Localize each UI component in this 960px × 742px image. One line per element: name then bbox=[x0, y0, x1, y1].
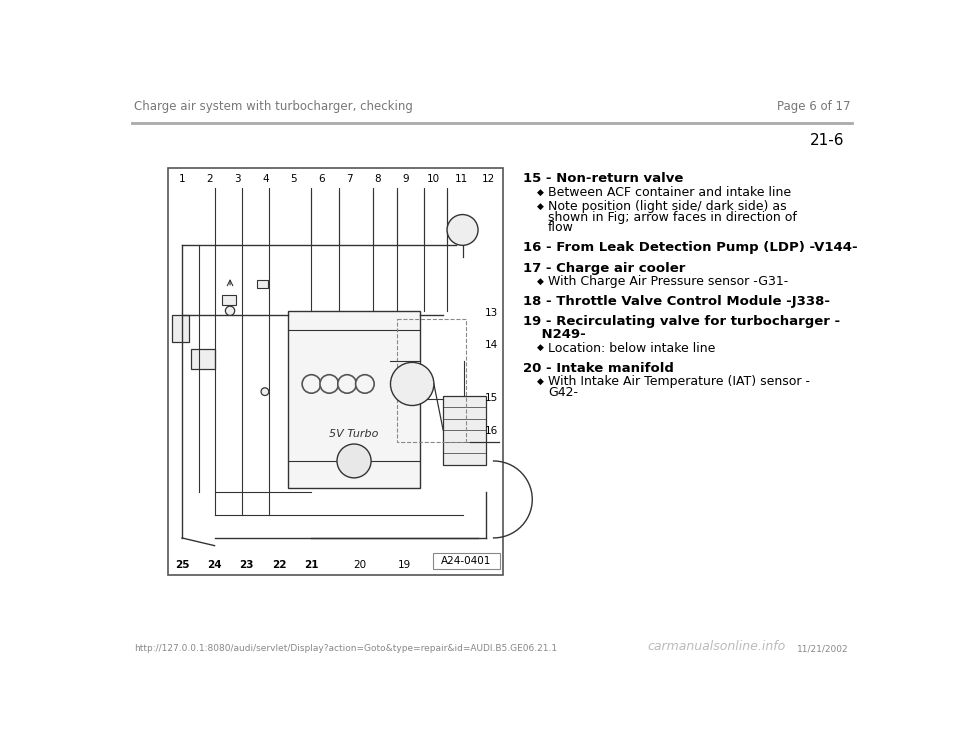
Text: 21-6: 21-6 bbox=[810, 133, 845, 148]
Text: 14: 14 bbox=[485, 340, 498, 350]
Text: With Charge Air Pressure sensor -G31-: With Charge Air Pressure sensor -G31- bbox=[548, 275, 788, 289]
Text: 16: 16 bbox=[485, 426, 498, 436]
Text: 15 - Non-return valve: 15 - Non-return valve bbox=[523, 172, 684, 186]
Text: Location: below intake line: Location: below intake line bbox=[548, 341, 715, 355]
Text: 18 - Throttle Valve Control Module -J338-: 18 - Throttle Valve Control Module -J338… bbox=[523, 295, 830, 309]
Text: Between ACF container and intake line: Between ACF container and intake line bbox=[548, 186, 791, 199]
Text: 24: 24 bbox=[207, 560, 222, 570]
Bar bbox=[223, 295, 236, 305]
Text: carmanualsonline.info: carmanualsonline.info bbox=[648, 640, 786, 654]
Text: 10: 10 bbox=[426, 174, 440, 184]
Text: 9: 9 bbox=[402, 174, 409, 184]
Circle shape bbox=[447, 214, 478, 246]
Bar bbox=[172, 315, 189, 341]
Text: shown in Fig; arrow faces in direction of: shown in Fig; arrow faces in direction o… bbox=[548, 211, 797, 223]
Text: 5: 5 bbox=[290, 174, 297, 184]
Text: G42-: G42- bbox=[548, 387, 578, 399]
Circle shape bbox=[391, 362, 434, 406]
Text: 3: 3 bbox=[234, 174, 241, 184]
Text: 7: 7 bbox=[347, 174, 352, 184]
Text: ◆: ◆ bbox=[537, 343, 543, 352]
Circle shape bbox=[320, 375, 339, 393]
Bar bbox=[444, 395, 486, 464]
Text: 16 - From Leak Detection Pump (LDP) -V144-: 16 - From Leak Detection Pump (LDP) -V14… bbox=[523, 241, 857, 255]
Text: 17: 17 bbox=[487, 560, 500, 570]
Text: 13: 13 bbox=[485, 308, 498, 318]
Text: 23: 23 bbox=[239, 560, 254, 570]
Circle shape bbox=[302, 375, 321, 393]
Text: 2: 2 bbox=[206, 174, 213, 184]
Text: Page 6 of 17: Page 6 of 17 bbox=[777, 100, 850, 113]
Text: 15: 15 bbox=[485, 393, 498, 403]
Text: With Intake Air Temperature (IAT) sensor -: With Intake Air Temperature (IAT) sensor… bbox=[548, 375, 810, 389]
Text: ◆: ◆ bbox=[537, 188, 543, 197]
Bar bbox=[257, 280, 268, 288]
Text: N249-: N249- bbox=[523, 328, 586, 341]
Text: 21: 21 bbox=[304, 560, 319, 570]
Text: 18: 18 bbox=[443, 560, 456, 570]
Circle shape bbox=[261, 388, 269, 395]
Text: 12: 12 bbox=[482, 174, 495, 184]
Bar bbox=[288, 311, 420, 488]
Bar bbox=[396, 318, 467, 441]
Bar bbox=[168, 168, 503, 575]
Bar bbox=[191, 349, 214, 369]
Circle shape bbox=[337, 444, 372, 478]
Text: 22: 22 bbox=[272, 560, 286, 570]
Text: ◆: ◆ bbox=[537, 202, 543, 211]
Text: 25: 25 bbox=[175, 560, 189, 570]
Bar bbox=[433, 554, 500, 569]
Text: 11: 11 bbox=[454, 174, 468, 184]
Text: A24-0401: A24-0401 bbox=[442, 556, 492, 566]
Text: Charge air system with turbocharger, checking: Charge air system with turbocharger, che… bbox=[134, 100, 413, 113]
Text: 6: 6 bbox=[318, 174, 324, 184]
Text: 5V Turbo: 5V Turbo bbox=[329, 429, 379, 439]
Circle shape bbox=[355, 375, 374, 393]
Text: Note position (light side/ dark side) as: Note position (light side/ dark side) as bbox=[548, 200, 786, 213]
Text: 19 - Recirculating valve for turbocharger -: 19 - Recirculating valve for turbocharge… bbox=[523, 315, 840, 329]
Text: flow: flow bbox=[548, 221, 574, 234]
Text: 20 - Intake manifold: 20 - Intake manifold bbox=[523, 361, 674, 375]
Text: 19: 19 bbox=[398, 560, 411, 570]
Circle shape bbox=[338, 375, 356, 393]
Text: 11/21/2002: 11/21/2002 bbox=[797, 645, 849, 654]
Circle shape bbox=[226, 306, 234, 315]
Text: ◆: ◆ bbox=[537, 277, 543, 286]
Text: 20: 20 bbox=[353, 560, 367, 570]
Text: 17 - Charge air cooler: 17 - Charge air cooler bbox=[523, 261, 685, 275]
Text: http://127.0.0.1:8080/audi/servlet/Display?action=Goto&type=repair&id=AUDI.B5.GE: http://127.0.0.1:8080/audi/servlet/Displ… bbox=[134, 645, 557, 654]
Text: ◆: ◆ bbox=[537, 377, 543, 386]
Text: 4: 4 bbox=[262, 174, 269, 184]
Text: 8: 8 bbox=[374, 174, 380, 184]
Text: 1: 1 bbox=[179, 174, 185, 184]
